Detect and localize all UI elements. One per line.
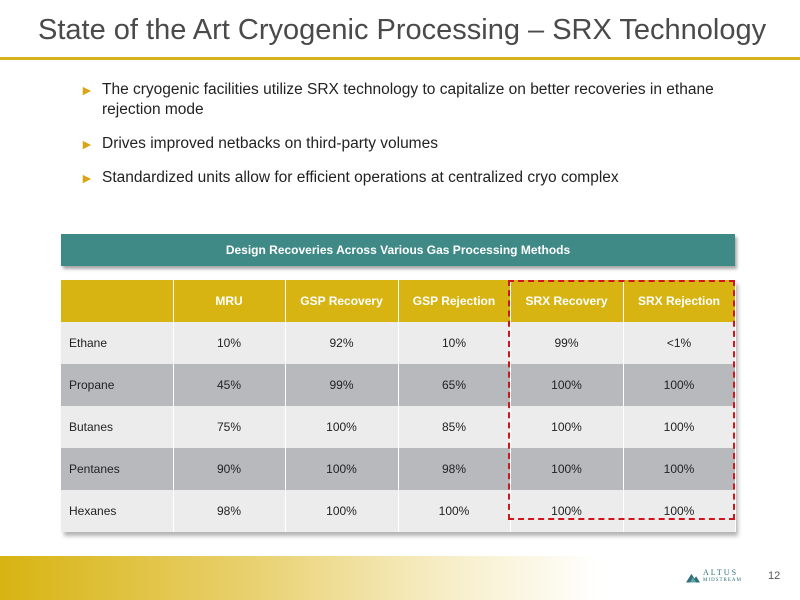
table-cell: <1% <box>623 322 736 364</box>
bullet-arrow-icon: ► <box>80 82 94 98</box>
table-cell: 99% <box>510 322 624 364</box>
table-row: Butanes 75% 100% 85% 100% 100% <box>61 406 736 448</box>
company-logo: ALTUS MIDSTREAM <box>686 567 742 587</box>
logo-word: ALTUS <box>702 568 739 577</box>
table-cell: 98% <box>173 490 286 532</box>
page-number: 12 <box>768 570 781 582</box>
bullet-item: ► The cryogenic facilities utilize SRX t… <box>80 80 740 120</box>
bullet-text: Drives improved netbacks on third-party … <box>102 135 438 152</box>
title-divider <box>0 57 800 60</box>
table-cell: 99% <box>285 364 399 406</box>
row-label: Hexanes <box>61 490 174 532</box>
table-cell: 100% <box>510 490 624 532</box>
row-label: Propane <box>61 364 174 406</box>
logo-subword: MIDSTREAM <box>702 578 742 583</box>
table-cell: 100% <box>510 364 624 406</box>
footer-band <box>0 556 800 600</box>
bullet-arrow-icon: ► <box>80 136 94 152</box>
table-cell: 92% <box>285 322 399 364</box>
table-cell: 100% <box>510 448 624 490</box>
table-cell: 100% <box>398 490 511 532</box>
column-header: GSP Rejection <box>398 280 511 322</box>
bullet-item: ► Drives improved netbacks on third-part… <box>80 134 740 154</box>
table-cell: 100% <box>510 406 624 448</box>
row-label: Pentanes <box>61 448 174 490</box>
recoveries-table: MRU GSP Recovery GSP Rejection SRX Recov… <box>61 280 736 532</box>
table-cell: 100% <box>623 364 736 406</box>
row-label: Ethane <box>61 322 174 364</box>
table-cell: 100% <box>285 406 399 448</box>
table-cell: 100% <box>623 448 736 490</box>
table-row: Ethane 10% 92% 10% 99% <1% <box>61 322 736 364</box>
table-cell: 10% <box>398 322 511 364</box>
bullet-text: Standardized units allow for efficient o… <box>102 169 619 186</box>
table-cell: 100% <box>285 490 399 532</box>
mountain-icon <box>686 573 700 583</box>
column-header: SRX Rejection <box>623 280 736 322</box>
table-header-row: MRU GSP Recovery GSP Rejection SRX Recov… <box>61 280 736 322</box>
table-cell: 10% <box>173 322 286 364</box>
row-label: Butanes <box>61 406 174 448</box>
column-header: MRU <box>173 280 286 322</box>
table-cell: 65% <box>398 364 511 406</box>
table-row: Hexanes 98% 100% 100% 100% 100% <box>61 490 736 532</box>
column-header: GSP Recovery <box>285 280 399 322</box>
logo-text: ALTUS MIDSTREAM <box>703 569 742 585</box>
table-cell: 45% <box>173 364 286 406</box>
table-cell: 100% <box>623 406 736 448</box>
table-row: Pentanes 90% 100% 98% 100% 100% <box>61 448 736 490</box>
bullet-list: ► The cryogenic facilities utilize SRX t… <box>80 80 740 202</box>
column-header <box>61 280 174 322</box>
bullet-arrow-icon: ► <box>80 170 94 186</box>
table-cell: 100% <box>623 490 736 532</box>
table-cell: 85% <box>398 406 511 448</box>
table-cell: 75% <box>173 406 286 448</box>
table-cell: 100% <box>285 448 399 490</box>
bullet-item: ► Standardized units allow for efficient… <box>80 168 740 188</box>
bullet-text: The cryogenic facilities utilize SRX tec… <box>102 81 714 118</box>
table-row: Propane 45% 99% 65% 100% 100% <box>61 364 736 406</box>
column-header: SRX Recovery <box>510 280 624 322</box>
table-cell: 90% <box>173 448 286 490</box>
recoveries-table-container: MRU GSP Recovery GSP Rejection SRX Recov… <box>61 280 736 532</box>
slide-title: State of the Art Cryogenic Processing – … <box>38 14 767 46</box>
table-caption: Design Recoveries Across Various Gas Pro… <box>61 234 735 266</box>
table-cell: 98% <box>398 448 511 490</box>
